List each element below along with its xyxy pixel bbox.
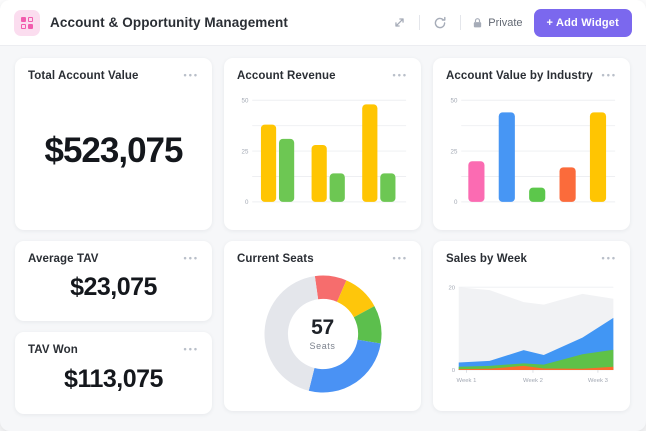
svg-text:25: 25: [451, 148, 458, 155]
widget-menu-icon[interactable]: •••: [183, 253, 199, 263]
svg-text:0: 0: [245, 199, 249, 206]
dashboard-grid-icon: [14, 9, 40, 36]
widget-title: Total Account Value: [28, 69, 139, 82]
widget-title: Sales by Week: [446, 252, 527, 265]
current-seats-chart: 57 Seats: [237, 267, 408, 400]
widget-menu-icon[interactable]: •••: [183, 344, 199, 354]
svg-text:Week 1: Week 1: [457, 378, 477, 384]
tav-won-value: $113,075: [64, 365, 163, 393]
svg-text:Week 2: Week 2: [523, 378, 543, 384]
account-revenue-chart: 0 25 50: [237, 86, 408, 219]
dashboard-header: Account & Opportunity Management: [0, 0, 646, 46]
privacy-setting[interactable]: Private: [472, 16, 523, 29]
dashboard-body: Total Account Value ••• $523,075 Average…: [0, 46, 646, 414]
expand-icon[interactable]: [390, 14, 408, 32]
widget-title: Average TAV: [28, 252, 99, 265]
widget-account-revenue: Account Revenue ••• 0 25 50: [224, 58, 421, 230]
sales-by-week-chart: 0 20 Week 1 Week 2 Week 3: [446, 269, 617, 400]
page-title: Account & Opportunity Management: [50, 15, 288, 30]
add-widget-button[interactable]: + Add Widget: [533, 8, 632, 37]
average-tav-value: $23,075: [70, 273, 157, 301]
svg-text:0: 0: [454, 199, 458, 206]
widget-menu-icon[interactable]: •••: [601, 253, 617, 263]
widget-tav-won: TAV Won ••• $113,075: [15, 332, 212, 414]
widget-menu-icon[interactable]: •••: [392, 70, 408, 80]
widget-title: TAV Won: [28, 343, 78, 356]
widget-menu-icon[interactable]: •••: [392, 253, 408, 263]
widget-current-seats: Current Seats ••• 57 Seats: [224, 241, 421, 411]
total-account-value: $523,075: [44, 130, 184, 170]
widget-menu-icon[interactable]: •••: [601, 70, 617, 80]
widget-title: Current Seats: [237, 252, 314, 265]
widget-total-account-value: Total Account Value ••• $523,075: [15, 58, 212, 230]
svg-text:25: 25: [242, 148, 249, 155]
privacy-label: Private: [488, 16, 523, 29]
account-value-by-industry-chart: 0 25 50: [446, 86, 617, 219]
widget-account-value-by-industry: Account Value by Industry ••• 0 25 50: [433, 58, 630, 230]
svg-text:0: 0: [452, 368, 456, 374]
widget-title: Account Revenue: [237, 69, 336, 82]
svg-text:Week 3: Week 3: [588, 378, 609, 384]
divider: [460, 15, 462, 30]
divider: [419, 15, 421, 30]
donut-chart: [260, 271, 386, 397]
svg-text:50: 50: [451, 97, 458, 104]
widget-average-tav: Average TAV ••• $23,075: [15, 241, 212, 321]
widget-sales-by-week: Sales by Week ••• 0 20 Week 1 Week 2 Week 3: [433, 241, 630, 411]
refresh-icon[interactable]: [431, 14, 449, 32]
svg-text:50: 50: [242, 97, 249, 104]
svg-text:20: 20: [449, 285, 456, 291]
widget-menu-icon[interactable]: •••: [183, 70, 199, 80]
widget-title: Account Value by Industry: [446, 69, 593, 82]
lock-icon: [474, 17, 482, 27]
